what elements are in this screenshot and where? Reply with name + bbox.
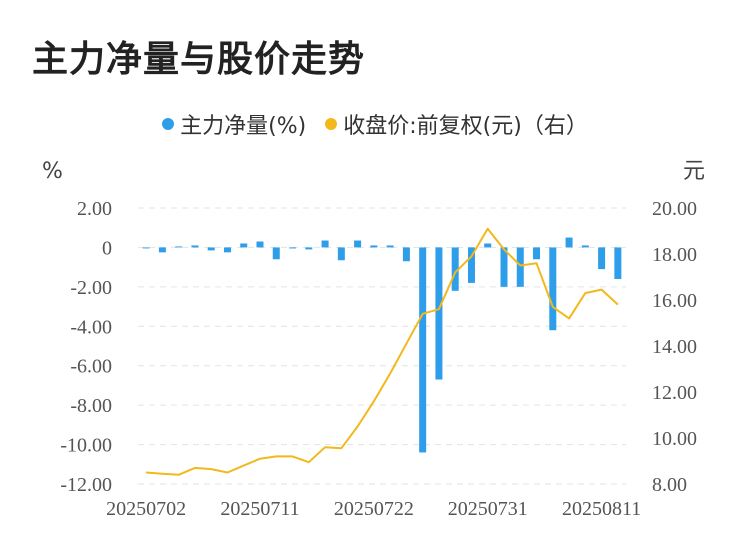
left-axis-tick-label: -6.00 [70,356,112,378]
left-axis-tick-label: 0 [102,237,112,259]
right-axis-tick-label: 14.00 [652,336,697,358]
net-flow-bar [158,247,166,253]
right-axis-unit: 元 [683,159,705,184]
net-flow-bar [337,247,345,261]
net-flow-bar [533,247,541,260]
net-flow-bar [549,247,557,331]
legend-marker-net-flow [162,118,175,130]
net-flow-bar [419,247,427,453]
left-axis-tick-label: -10.00 [60,435,112,457]
net-flow-bar [321,240,329,248]
left-axis-tick-label: -8.00 [70,395,112,417]
right-axis-tick-label: 8.00 [652,474,687,496]
net-flow-bar [142,247,150,249]
legend-marker-close-price [325,118,338,130]
x-axis-tick-label: 20250811 [562,498,641,520]
left-axis-tick-label: -2.00 [70,277,112,299]
net-flow-bar [175,246,183,248]
net-flow-bar [467,247,475,283]
net-flow-bar [191,245,199,248]
x-axis-tick-label: 20250731 [448,498,528,520]
right-axis-tick-label: 12.00 [652,382,697,404]
net-flow-bar [256,241,264,248]
net-flow-bar [289,247,297,249]
net-flow-bar [614,247,622,279]
x-axis-tick-label: 20250702 [106,498,186,520]
net-flow-bar [240,243,248,248]
net-flow-bar [223,247,231,253]
x-axis-tick-label: 20250722 [334,498,414,520]
net-flow-bar [402,247,410,262]
x-axis-tick-label: 20250711 [220,498,299,520]
right-axis-tick-label: 18.00 [652,244,697,266]
net-flow-bar [354,240,362,248]
net-flow-bar [500,247,508,287]
right-axis-tick-label: 20.00 [652,198,697,220]
chart-title: 主力净量与股价走势 [32,39,366,80]
net-flow-bar [370,245,378,248]
right-axis-tick-label: 16.00 [652,290,697,312]
legend-label-net-flow: 主力净量(%) [180,114,307,139]
net-flow-bar [565,237,573,248]
right-axis-tick-label: 10.00 [652,428,697,450]
left-axis-tick-label: -4.00 [70,316,112,338]
net-flow-bar [386,245,394,248]
left-axis-unit: % [42,159,63,184]
net-flow-bar [516,247,524,287]
net-flow-bar [305,247,313,250]
legend-label-close-price: 收盘价:前复权(元)（右） [343,114,588,139]
net-flow-bar [272,247,280,260]
net-flow-bar [451,247,459,291]
net-flow-bar [581,245,589,248]
net-flow-bar [207,247,215,251]
net-flow-bar [484,243,492,248]
left-axis-tick-label: -12.00 [60,474,112,496]
left-axis-tick-label: 2.00 [77,198,112,220]
legend: 主力净量(%) 收盘价:前复权(元)（右） [0,108,750,140]
legend-item-close-price[interactable]: 收盘价:前复权(元)（右） [325,108,588,140]
net-flow-bar [598,247,606,270]
net-flow-bar [435,247,443,380]
close-price-line [146,227,619,476]
legend-item-net-flow[interactable]: 主力净量(%) [162,108,306,140]
